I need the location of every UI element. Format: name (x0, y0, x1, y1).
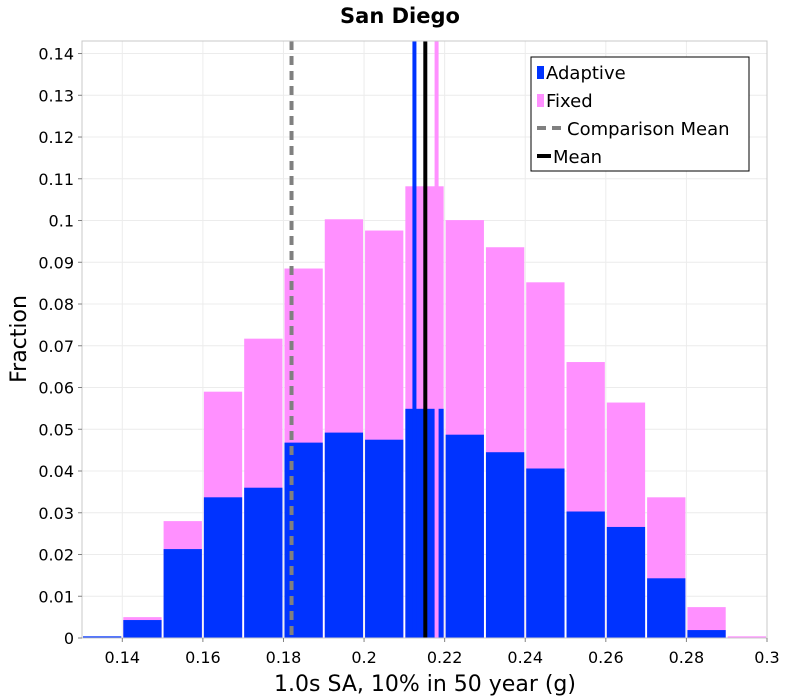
adaptive-bar (445, 434, 484, 638)
y-tick-label: 0.13 (38, 86, 74, 105)
y-tick-label: 0.05 (38, 420, 74, 439)
legend-swatch (537, 66, 544, 79)
adaptive-bar (163, 549, 202, 638)
adaptive-bar (324, 432, 364, 638)
y-axis-title: Fraction (7, 295, 32, 383)
adaptive-bar (83, 636, 122, 638)
x-tick-label: 0.14 (104, 648, 140, 667)
y-tick-label: 0.09 (38, 253, 74, 272)
mean-lines (289, 41, 439, 638)
x-tick-label: 0.18 (266, 648, 302, 667)
legend-label: Mean (553, 147, 602, 168)
x-tick-label: 0.22 (427, 648, 463, 667)
adaptive-bar (123, 620, 162, 638)
x-axis-ticks: 0.14 0.16 0.18 0.2 0.22 0.24 0.26 0.28 0.3 (104, 638, 780, 667)
adaptive-bar (203, 497, 243, 638)
adaptive-bar (687, 630, 726, 638)
x-tick-label: 0.24 (507, 648, 543, 667)
y-tick-label: 0.11 (38, 170, 74, 189)
y-tick-label: 0.14 (38, 45, 74, 64)
adaptive-bar (647, 578, 686, 638)
x-tick-label: 0.26 (588, 648, 624, 667)
adaptive-series-bars (83, 408, 726, 638)
x-axis-title: 1.0s SA, 10% in 50 year (g) (274, 672, 576, 697)
y-tick-label: 0.1 (49, 212, 74, 231)
y-tick-label: 0.08 (38, 295, 74, 314)
adaptive-bar (365, 439, 404, 638)
adaptive-bar (244, 487, 283, 638)
legend: Adaptive Fixed Comparison Mean Mean (530, 56, 750, 172)
adaptive-bar (606, 526, 646, 638)
y-tick-label: 0.07 (38, 337, 74, 356)
plot-frame (81, 40, 768, 639)
y-tick-label: 0.01 (38, 587, 74, 606)
y-tick-label: 0.12 (38, 128, 74, 147)
y-tick-label: 0.02 (38, 546, 74, 565)
fixed-bar (727, 636, 766, 638)
x-tick-label: 0.3 (754, 648, 779, 667)
adaptive-bar (526, 468, 565, 638)
adaptive-bar (566, 511, 605, 638)
y-tick-label: 0.03 (38, 504, 74, 523)
x-tick-label: 0.2 (351, 648, 376, 667)
y-tick-label: 0 (64, 629, 74, 648)
legend-label: Adaptive (546, 63, 626, 84)
chart-title: San Diego (340, 4, 460, 28)
legend-label: Comparison Mean (567, 119, 730, 140)
x-tick-label: 0.16 (185, 648, 221, 667)
x-tick-label: 0.28 (669, 648, 705, 667)
legend-label: Fixed (546, 91, 593, 112)
legend-box (530, 56, 750, 172)
y-tick-label: 0.04 (38, 462, 74, 481)
y-tick-label: 0.06 (38, 379, 74, 398)
y-axis-ticks: 0 0.01 0.02 0.03 0.04 0.05 0.06 0.07 0.08 0.09 0.1… (38, 45, 82, 648)
adaptive-bar (485, 452, 525, 638)
legend-swatch (537, 94, 544, 107)
